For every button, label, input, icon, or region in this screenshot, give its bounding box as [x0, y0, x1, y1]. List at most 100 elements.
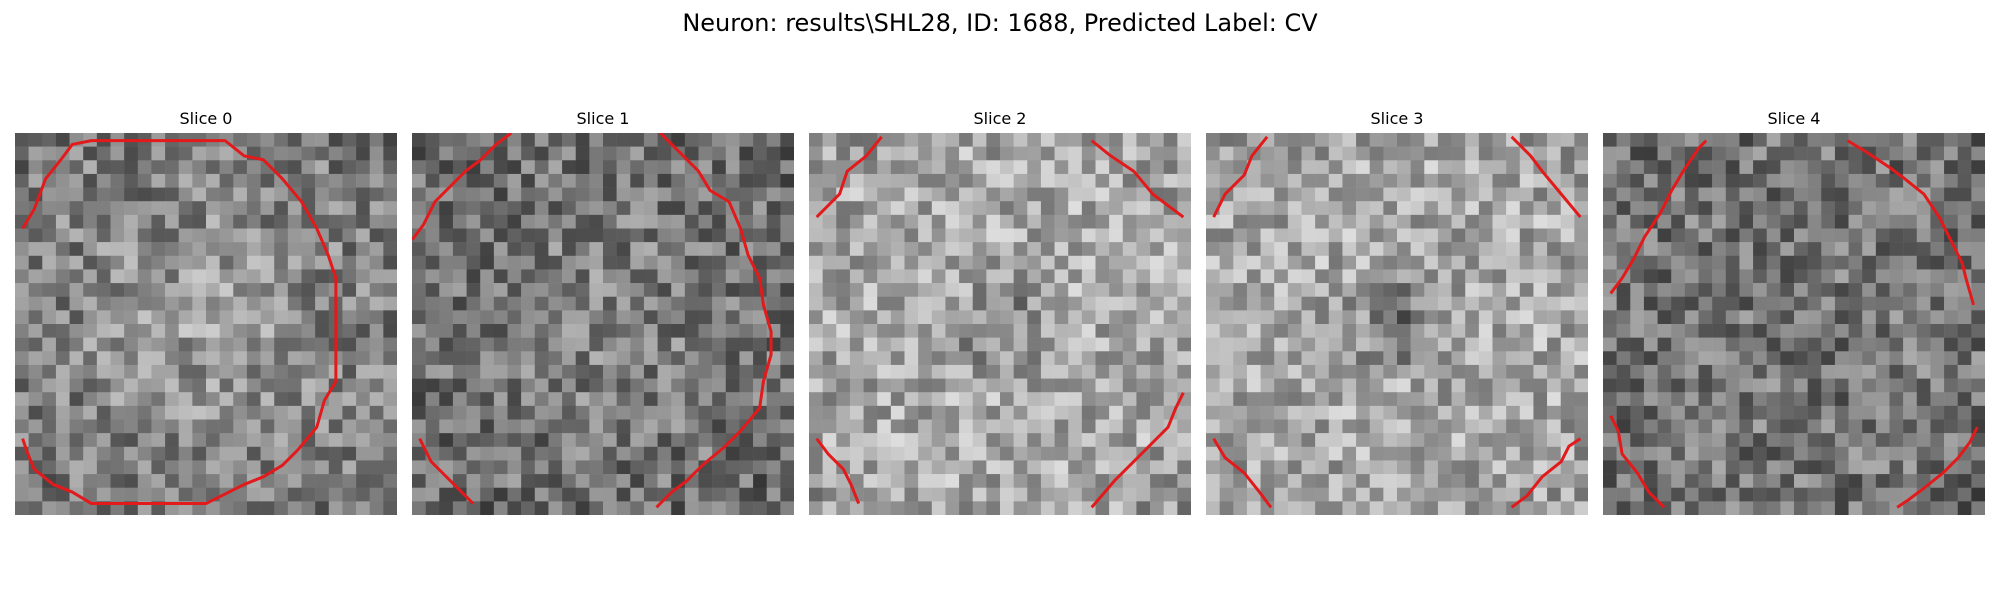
- pixel: [1971, 487, 1985, 502]
- pixel: [260, 433, 275, 448]
- pixel: [1753, 474, 1767, 488]
- pixel: [725, 283, 740, 297]
- pixel: [1807, 392, 1822, 407]
- pixel: [1875, 201, 1890, 216]
- pixel: [1027, 474, 1042, 488]
- pixel: [945, 351, 960, 366]
- pixel: [1437, 324, 1452, 338]
- pixel: [548, 255, 563, 270]
- pixel: [1807, 378, 1822, 393]
- pixel: [246, 405, 261, 420]
- pixel: [233, 364, 248, 379]
- pixel: [55, 214, 70, 229]
- pixel: [931, 255, 946, 270]
- pixel: [904, 173, 919, 188]
- pixel: [439, 160, 454, 175]
- pixel: [534, 378, 549, 393]
- pixel: [562, 474, 576, 488]
- pixel: [301, 487, 316, 502]
- pixel: [137, 364, 152, 379]
- pixel: [890, 146, 905, 161]
- pixel: [1054, 351, 1069, 366]
- pixel: [1410, 474, 1425, 488]
- pixel: [863, 283, 878, 297]
- pixel: [643, 392, 658, 407]
- pixel: [1068, 160, 1083, 175]
- pixel: [616, 433, 631, 448]
- pixel: [1848, 173, 1863, 188]
- pixel: [657, 351, 672, 366]
- pixel: [466, 187, 481, 202]
- pixel: [110, 201, 125, 216]
- pixel: [1603, 487, 1617, 502]
- pixel: [1136, 160, 1151, 175]
- pixel: [1916, 269, 1931, 284]
- pixel: [287, 173, 302, 188]
- pixel: [1054, 460, 1069, 475]
- pixel: [849, 433, 864, 448]
- pixel: [1643, 187, 1658, 202]
- pixel: [1013, 460, 1028, 475]
- pixel: [328, 214, 343, 229]
- pixel: [780, 242, 794, 257]
- pixel: [466, 419, 481, 434]
- pixel: [1766, 160, 1781, 175]
- pixel: [42, 392, 57, 407]
- pixel: [931, 419, 946, 434]
- pixel: [890, 460, 905, 475]
- pixel: [1725, 378, 1740, 393]
- pixel: [1109, 160, 1124, 175]
- pixel: [342, 324, 357, 338]
- pixel: [1301, 351, 1316, 366]
- pixel: [1506, 146, 1521, 161]
- pixel: [1342, 501, 1357, 515]
- pixel: [1465, 392, 1480, 407]
- pixel: [630, 324, 645, 338]
- pixel: [1603, 283, 1617, 297]
- pixel: [480, 242, 495, 257]
- pixel: [356, 433, 370, 448]
- pixel: [698, 433, 713, 448]
- pixel: [1081, 173, 1096, 188]
- pixel: [165, 146, 179, 161]
- pixel: [1807, 187, 1822, 202]
- pixel: [1274, 351, 1289, 366]
- pixel: [1807, 474, 1822, 488]
- pixel: [1342, 351, 1357, 366]
- pixel: [753, 242, 767, 257]
- pixel: [1027, 324, 1042, 338]
- pixel: [1957, 460, 1972, 475]
- pixel: [863, 255, 878, 270]
- pixel: [425, 310, 440, 325]
- pixel: [684, 269, 699, 284]
- pixel: [863, 160, 878, 175]
- pixel: [246, 337, 261, 352]
- pixel: [137, 460, 152, 475]
- pixel: [918, 133, 933, 147]
- pixel: [521, 419, 536, 434]
- pixel: [1957, 392, 1972, 407]
- pixel: [1315, 337, 1330, 352]
- pixel: [1519, 378, 1534, 393]
- pixel: [986, 351, 1001, 366]
- pixel: [246, 160, 261, 175]
- pixel: [315, 255, 330, 270]
- pixel: [1451, 242, 1466, 257]
- pixel: [562, 228, 576, 243]
- pixel: [1753, 133, 1767, 147]
- pixel: [1233, 364, 1248, 379]
- pixel: [849, 133, 864, 147]
- pixel: [890, 392, 905, 407]
- pixel: [1971, 255, 1985, 270]
- pixel: [233, 187, 248, 202]
- pixel: [274, 283, 289, 297]
- pixel: [1000, 419, 1014, 434]
- pixel: [1780, 201, 1795, 216]
- pixel: [712, 474, 727, 488]
- pixel: [1410, 242, 1425, 257]
- pixel: [1013, 173, 1028, 188]
- pixel: [521, 255, 536, 270]
- pixel: [918, 228, 933, 243]
- pixel: [1068, 310, 1083, 325]
- pixel: [1821, 460, 1836, 475]
